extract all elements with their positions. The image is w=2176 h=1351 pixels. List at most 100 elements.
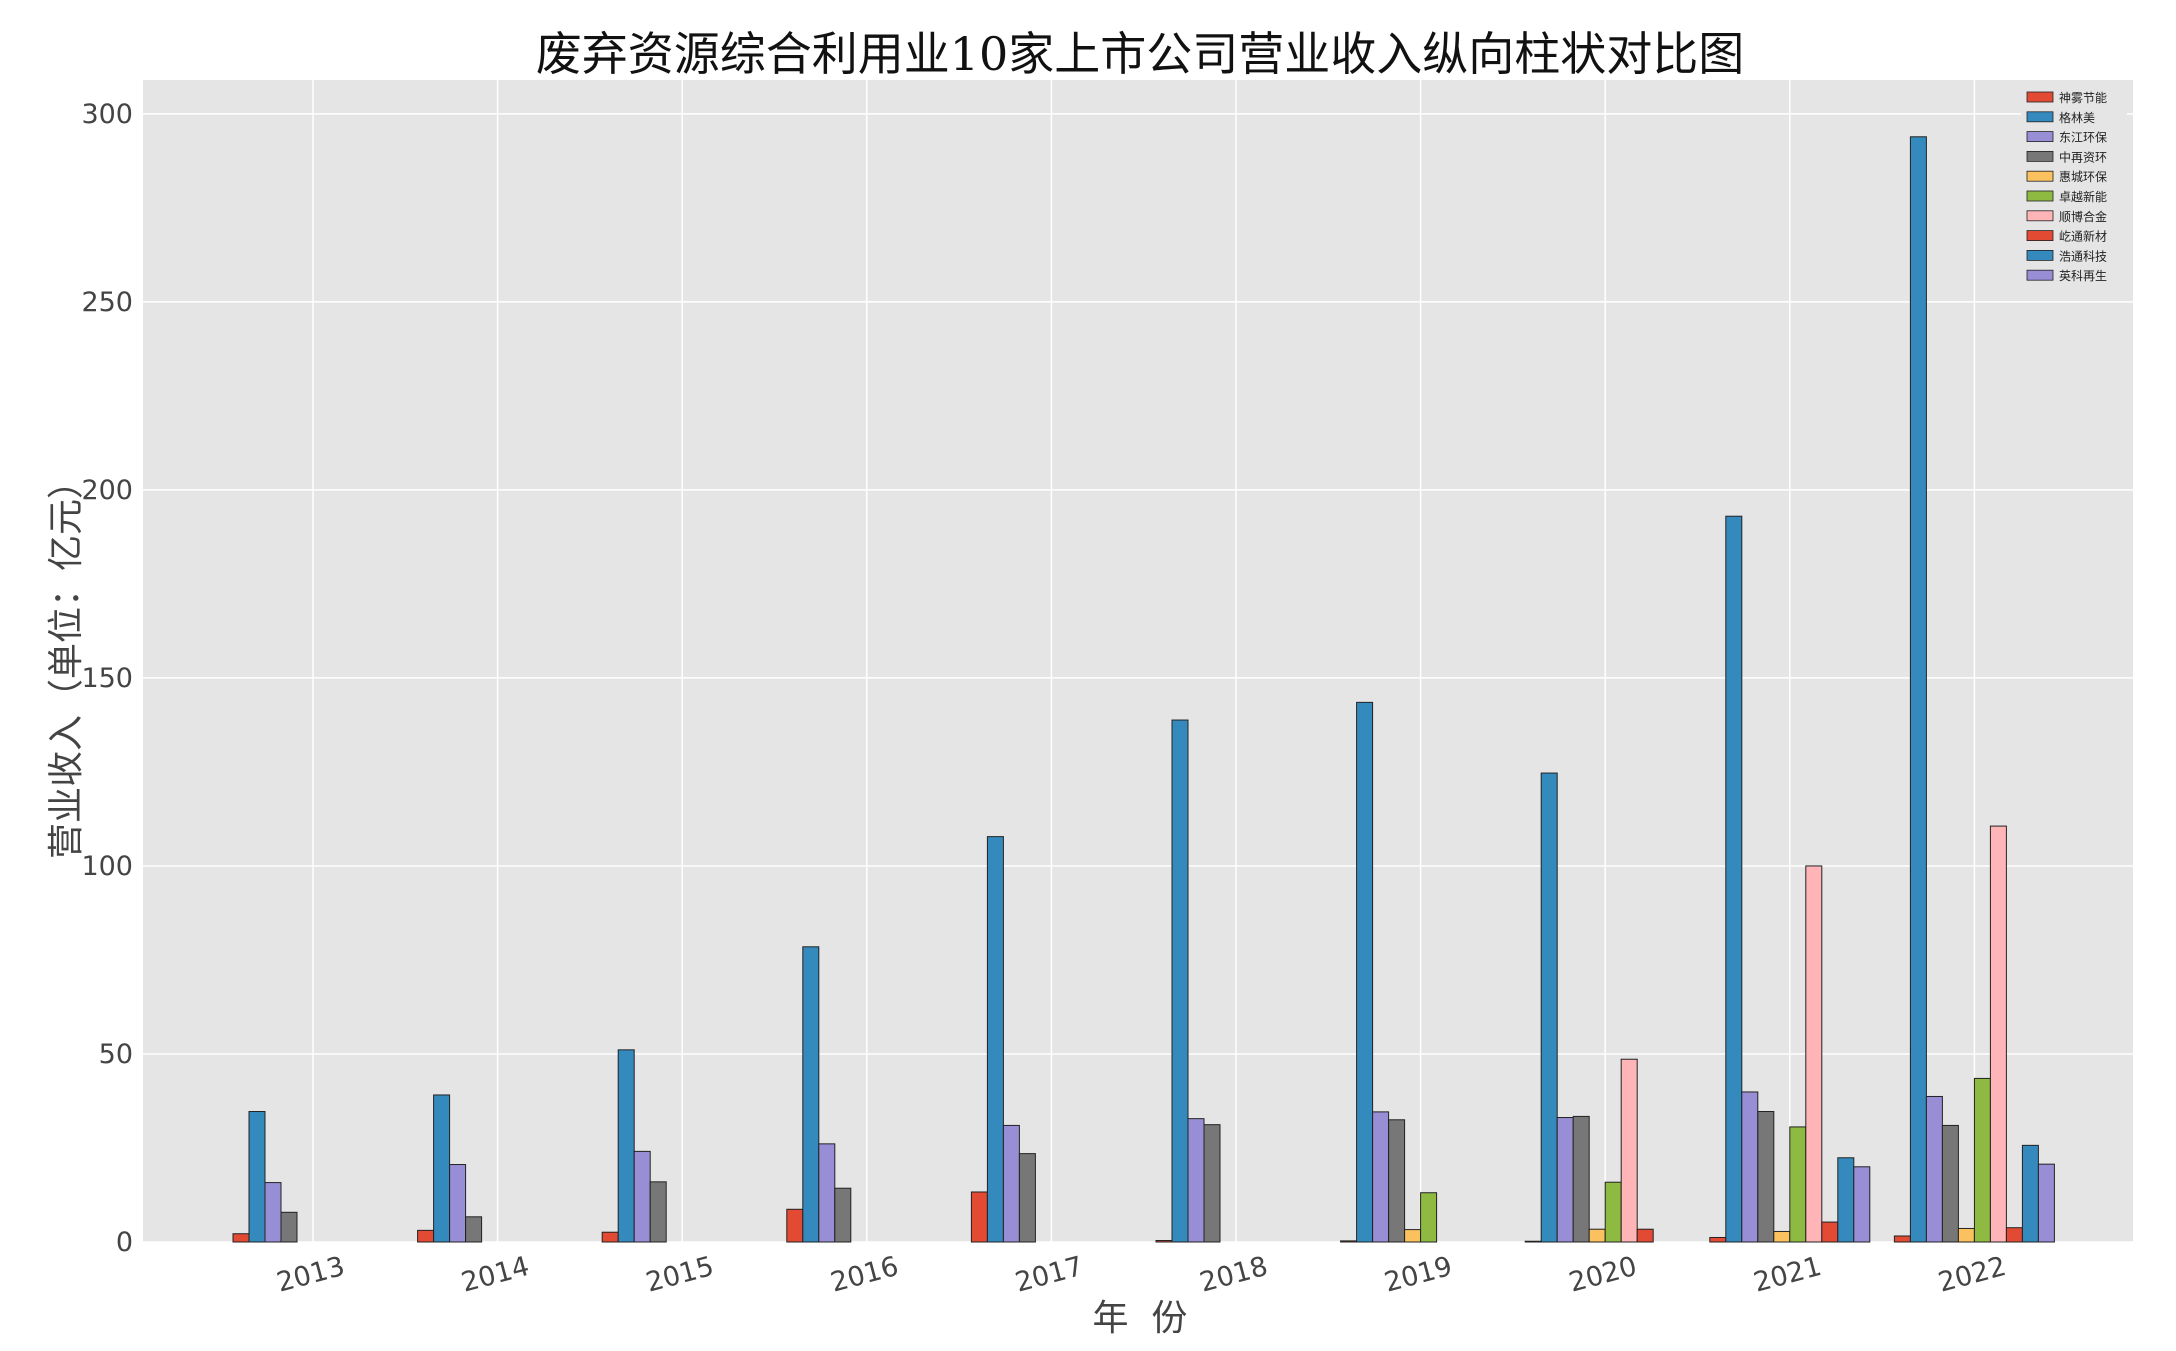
bar bbox=[1540, 772, 1558, 1243]
legend-swatch bbox=[2026, 190, 2054, 202]
bar bbox=[1203, 1124, 1221, 1243]
legend-label: 浩通科技 bbox=[2059, 249, 2107, 263]
bar bbox=[1340, 1240, 1358, 1243]
y-tick-label: 100 bbox=[81, 851, 133, 882]
legend-swatch bbox=[2026, 170, 2054, 182]
legend-label: 中再资环 bbox=[2059, 149, 2107, 164]
bar bbox=[1636, 1228, 1654, 1243]
bar bbox=[1725, 515, 1743, 1243]
bar bbox=[2005, 1227, 2023, 1243]
legend-label: 英科再生 bbox=[2059, 269, 2107, 283]
plot-area bbox=[143, 80, 2133, 1242]
legend-swatch bbox=[2026, 111, 2054, 123]
legend-label: 惠城环保 bbox=[2059, 170, 2107, 184]
bar bbox=[248, 1111, 266, 1243]
bar bbox=[280, 1211, 298, 1243]
bar bbox=[449, 1164, 467, 1243]
bar bbox=[1741, 1091, 1759, 1243]
bar bbox=[1372, 1111, 1390, 1243]
legend-label: 格林美 bbox=[2059, 110, 2095, 125]
legend-label: 东江环保 bbox=[2059, 131, 2107, 145]
y-axis-label: 营业收入（单位：亿元） bbox=[46, 463, 87, 859]
grid-layer bbox=[143, 80, 2133, 1243]
bar bbox=[1757, 1111, 1775, 1243]
bar bbox=[264, 1182, 282, 1243]
x-tick-label: 2019 bbox=[1381, 1251, 1455, 1299]
chart-title: 废弃资源综合利用业10家上市公司营业收入纵向柱状对比图 bbox=[536, 27, 1745, 81]
bar bbox=[1524, 1240, 1542, 1243]
bar bbox=[986, 836, 1004, 1243]
legend-label: 卓越新能 bbox=[2059, 189, 2107, 204]
y-tick-label: 0 bbox=[116, 1227, 133, 1258]
bar bbox=[465, 1216, 483, 1243]
bar bbox=[417, 1229, 435, 1243]
bar bbox=[818, 1143, 836, 1243]
bar bbox=[1789, 1126, 1807, 1243]
bar bbox=[1588, 1228, 1606, 1243]
x-tick-label: 2020 bbox=[1566, 1251, 1640, 1299]
legend-swatch bbox=[2026, 150, 2054, 162]
bar bbox=[970, 1191, 988, 1243]
bar bbox=[1773, 1230, 1791, 1243]
bar bbox=[1837, 1157, 1855, 1243]
bar bbox=[1604, 1181, 1622, 1243]
bar bbox=[433, 1094, 451, 1243]
bar bbox=[2021, 1144, 2039, 1243]
bar bbox=[1620, 1058, 1638, 1243]
bar bbox=[1171, 719, 1189, 1243]
legend-label: 神雾节能 bbox=[2059, 91, 2107, 105]
bar bbox=[1556, 1117, 1574, 1243]
x-tick-label: 2018 bbox=[1197, 1251, 1271, 1299]
bar bbox=[601, 1231, 619, 1243]
y-tick-label: 150 bbox=[81, 663, 133, 694]
y-axis-ticks: 0 50 100 150 200 250 300 bbox=[81, 99, 133, 1258]
legend-swatch bbox=[2026, 230, 2054, 242]
x-tick-label: 2017 bbox=[1012, 1251, 1086, 1299]
bar bbox=[1018, 1153, 1036, 1243]
bar bbox=[1388, 1119, 1406, 1243]
y-tick-label: 300 bbox=[81, 99, 133, 130]
x-tick-label: 2016 bbox=[827, 1251, 901, 1299]
x-axis-label: 年 份 bbox=[1093, 1298, 1188, 1339]
bar bbox=[1404, 1229, 1422, 1243]
legend-label: 顺博合金 bbox=[2059, 209, 2107, 224]
y-tick-label: 50 bbox=[99, 1039, 133, 1070]
legend-swatch bbox=[2026, 249, 2054, 261]
x-tick-label: 2021 bbox=[1750, 1251, 1824, 1299]
bar bbox=[786, 1208, 804, 1243]
bar bbox=[802, 946, 820, 1243]
x-axis-ticks: 2013 2014 2015 2016 2017 2018 2019 2020 2021 2022 bbox=[274, 1251, 2010, 1299]
legend-swatch bbox=[2026, 269, 2054, 281]
bar bbox=[1805, 865, 1823, 1243]
x-tick-label: 2022 bbox=[1935, 1251, 2009, 1299]
bar bbox=[617, 1049, 635, 1243]
bar bbox=[1356, 701, 1374, 1243]
x-tick-label: 2013 bbox=[274, 1251, 348, 1299]
bar bbox=[649, 1181, 667, 1243]
bar bbox=[1893, 1235, 1911, 1243]
bar bbox=[1572, 1115, 1590, 1243]
legend-swatch bbox=[2026, 210, 2054, 222]
bar bbox=[633, 1150, 651, 1243]
bar bbox=[1002, 1124, 1020, 1243]
bar bbox=[1821, 1221, 1839, 1243]
bar bbox=[1957, 1227, 1975, 1243]
bar bbox=[1853, 1166, 1871, 1243]
bar bbox=[1925, 1095, 1943, 1243]
bar bbox=[1709, 1236, 1727, 1243]
bars-layer bbox=[232, 136, 2055, 1243]
bar bbox=[1941, 1124, 1959, 1243]
bar bbox=[1909, 136, 1927, 1243]
legend-label: 屹通新材 bbox=[2059, 229, 2107, 244]
x-tick-label: 2015 bbox=[643, 1251, 717, 1299]
legend-swatch bbox=[2026, 131, 2054, 143]
bar bbox=[232, 1233, 250, 1243]
bar bbox=[1420, 1192, 1438, 1243]
y-tick-label: 250 bbox=[81, 287, 133, 318]
bar bbox=[834, 1187, 852, 1243]
bar bbox=[1187, 1118, 1205, 1243]
y-tick-label: 200 bbox=[81, 475, 133, 506]
